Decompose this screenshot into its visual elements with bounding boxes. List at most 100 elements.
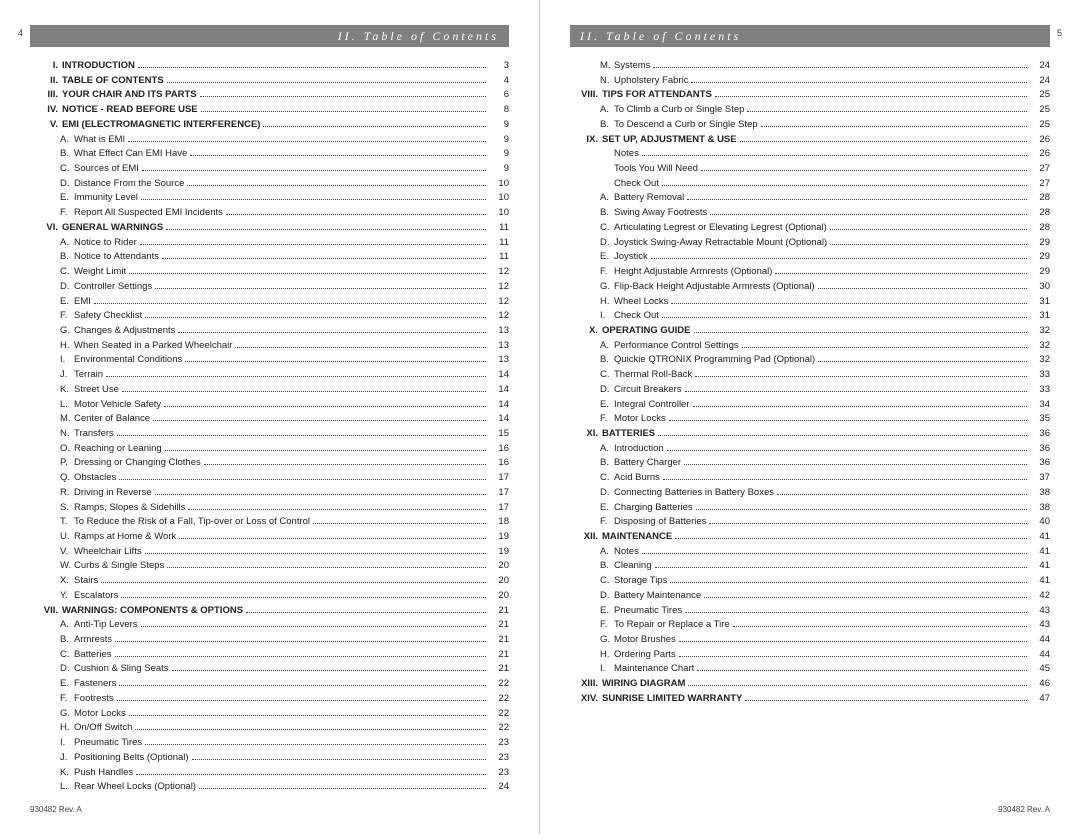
toc-roman: V. bbox=[30, 118, 58, 133]
toc-row: F.To Repair or Replace a Tire43 bbox=[570, 618, 1050, 633]
toc-letter: A. bbox=[570, 191, 614, 206]
toc-dots bbox=[145, 553, 486, 554]
toc-letter: E. bbox=[570, 398, 614, 413]
toc-label: Performance Control Settings bbox=[614, 339, 739, 354]
toc-dots bbox=[141, 199, 486, 200]
toc-page: 15 bbox=[489, 427, 509, 442]
toc-dots bbox=[687, 199, 1027, 200]
toc-dots bbox=[777, 494, 1027, 495]
toc-label: Acid Burns bbox=[614, 471, 660, 486]
toc-page: 45 bbox=[1030, 662, 1050, 677]
toc-row: B.Quickie QTRONIX Programming Pad (Optio… bbox=[570, 353, 1050, 368]
page-spread: 4 II. Table of Contents I.INTRODUCTION3I… bbox=[0, 0, 1080, 834]
toc-dots bbox=[830, 244, 1027, 245]
toc-letter: A. bbox=[30, 236, 74, 251]
toc-letter: C. bbox=[570, 574, 614, 589]
toc-row: F.Footrests22 bbox=[30, 692, 509, 707]
toc-dots bbox=[679, 641, 1027, 642]
header-bar-left: II. Table of Contents bbox=[30, 25, 509, 47]
toc-dots bbox=[201, 111, 486, 112]
toc-row: D.Battery Maintenance42 bbox=[570, 589, 1050, 604]
toc-row: F.Motor Locks35 bbox=[570, 412, 1050, 427]
toc-dots bbox=[204, 464, 486, 465]
toc-row: L.Rear Wheel Locks (Optional)24 bbox=[30, 780, 509, 795]
toc-page: 6 bbox=[489, 88, 509, 103]
toc-label: TIPS FOR ATTENDANTS bbox=[602, 88, 712, 103]
toc-label: To Repair or Replace a Tire bbox=[614, 618, 730, 633]
toc-label: Obstacles bbox=[74, 471, 116, 486]
toc-page: 17 bbox=[489, 486, 509, 501]
toc-label: Battery Removal bbox=[614, 191, 684, 206]
toc-label: Push Handles bbox=[74, 766, 133, 781]
toc-letter: B. bbox=[570, 456, 614, 471]
toc-page: 32 bbox=[1030, 324, 1050, 339]
toc-letter: F. bbox=[570, 412, 614, 427]
toc-letter: I. bbox=[570, 309, 614, 324]
toc-page: 20 bbox=[489, 589, 509, 604]
toc-page: 28 bbox=[1030, 206, 1050, 221]
toc-dots bbox=[695, 376, 1027, 377]
toc-row: F.Report All Suspected EMI Incidents10 bbox=[30, 206, 509, 221]
toc-dots bbox=[199, 788, 486, 789]
toc-row: B.Cleaning41 bbox=[570, 559, 1050, 574]
toc-dots bbox=[662, 185, 1027, 186]
toc-label: Safety Checklist bbox=[74, 309, 142, 324]
toc-row: E.Integral Controller34 bbox=[570, 398, 1050, 413]
toc-row: A.Introduction36 bbox=[570, 442, 1050, 457]
toc-letter: B. bbox=[30, 250, 74, 265]
toc-dots bbox=[830, 229, 1027, 230]
toc-page: 29 bbox=[1030, 236, 1050, 251]
toc-dots bbox=[740, 141, 1027, 142]
toc-row: Q.Obstacles17 bbox=[30, 471, 509, 486]
toc-page: 26 bbox=[1030, 133, 1050, 148]
toc-label: Rear Wheel Locks (Optional) bbox=[74, 780, 196, 795]
toc-label: Circuit Breakers bbox=[614, 383, 682, 398]
toc-roman: II. bbox=[30, 74, 58, 89]
toc-dots bbox=[818, 288, 1027, 289]
toc-page: 24 bbox=[1030, 74, 1050, 89]
toc-label: SUNRISE LIMITED WARRANTY bbox=[602, 692, 742, 707]
right-page: 5 II. Table of Contents M.Systems24N.Uph… bbox=[540, 0, 1080, 834]
toc-row: A.What is EMI9 bbox=[30, 133, 509, 148]
toc-dots bbox=[691, 82, 1027, 83]
toc-label: Motor Vehicle Safety bbox=[74, 398, 161, 413]
toc-letter: A. bbox=[570, 442, 614, 457]
toc-dots bbox=[167, 567, 486, 568]
toc-dots bbox=[688, 685, 1027, 686]
toc-page: 44 bbox=[1030, 633, 1050, 648]
toc-letter: S. bbox=[30, 501, 74, 516]
toc-page: 21 bbox=[489, 618, 509, 633]
toc-label: Driving in Reverse bbox=[74, 486, 152, 501]
toc-row: I.Check Out31 bbox=[570, 309, 1050, 324]
toc-dots bbox=[685, 391, 1027, 392]
toc-page: 9 bbox=[489, 162, 509, 177]
toc-dots bbox=[117, 700, 486, 701]
toc-dots bbox=[164, 406, 486, 407]
toc-letter: V. bbox=[30, 545, 74, 560]
toc-label: Transfers bbox=[74, 427, 114, 442]
toc-page: 33 bbox=[1030, 368, 1050, 383]
toc-dots bbox=[122, 391, 486, 392]
toc-dots bbox=[140, 244, 486, 245]
toc-label: Joystick Swing-Away Retractable Mount (O… bbox=[614, 236, 827, 251]
toc-page: 14 bbox=[489, 398, 509, 413]
toc-label: Wheel Locks bbox=[614, 295, 668, 310]
toc-dots bbox=[747, 111, 1027, 112]
toc-row: E.Pneumatic Tires43 bbox=[570, 604, 1050, 619]
toc-page: 23 bbox=[489, 736, 509, 751]
toc-dots bbox=[733, 626, 1027, 627]
toc-page: 13 bbox=[489, 324, 509, 339]
toc-letter: A. bbox=[570, 339, 614, 354]
toc-row: Y.Escalators20 bbox=[30, 589, 509, 604]
toc-page: 11 bbox=[489, 221, 509, 236]
toc-letter: C. bbox=[570, 221, 614, 236]
toc-page: 36 bbox=[1030, 427, 1050, 442]
toc-dots bbox=[192, 759, 486, 760]
toc-label: On/Off Switch bbox=[74, 721, 132, 736]
toc-page: 31 bbox=[1030, 309, 1050, 324]
toc-label: Immunity Level bbox=[74, 191, 138, 206]
toc-label: Changes & Adjustments bbox=[74, 324, 175, 339]
toc-page: 11 bbox=[489, 236, 509, 251]
toc-letter: M. bbox=[30, 412, 74, 427]
toc-letter: B. bbox=[30, 147, 74, 162]
